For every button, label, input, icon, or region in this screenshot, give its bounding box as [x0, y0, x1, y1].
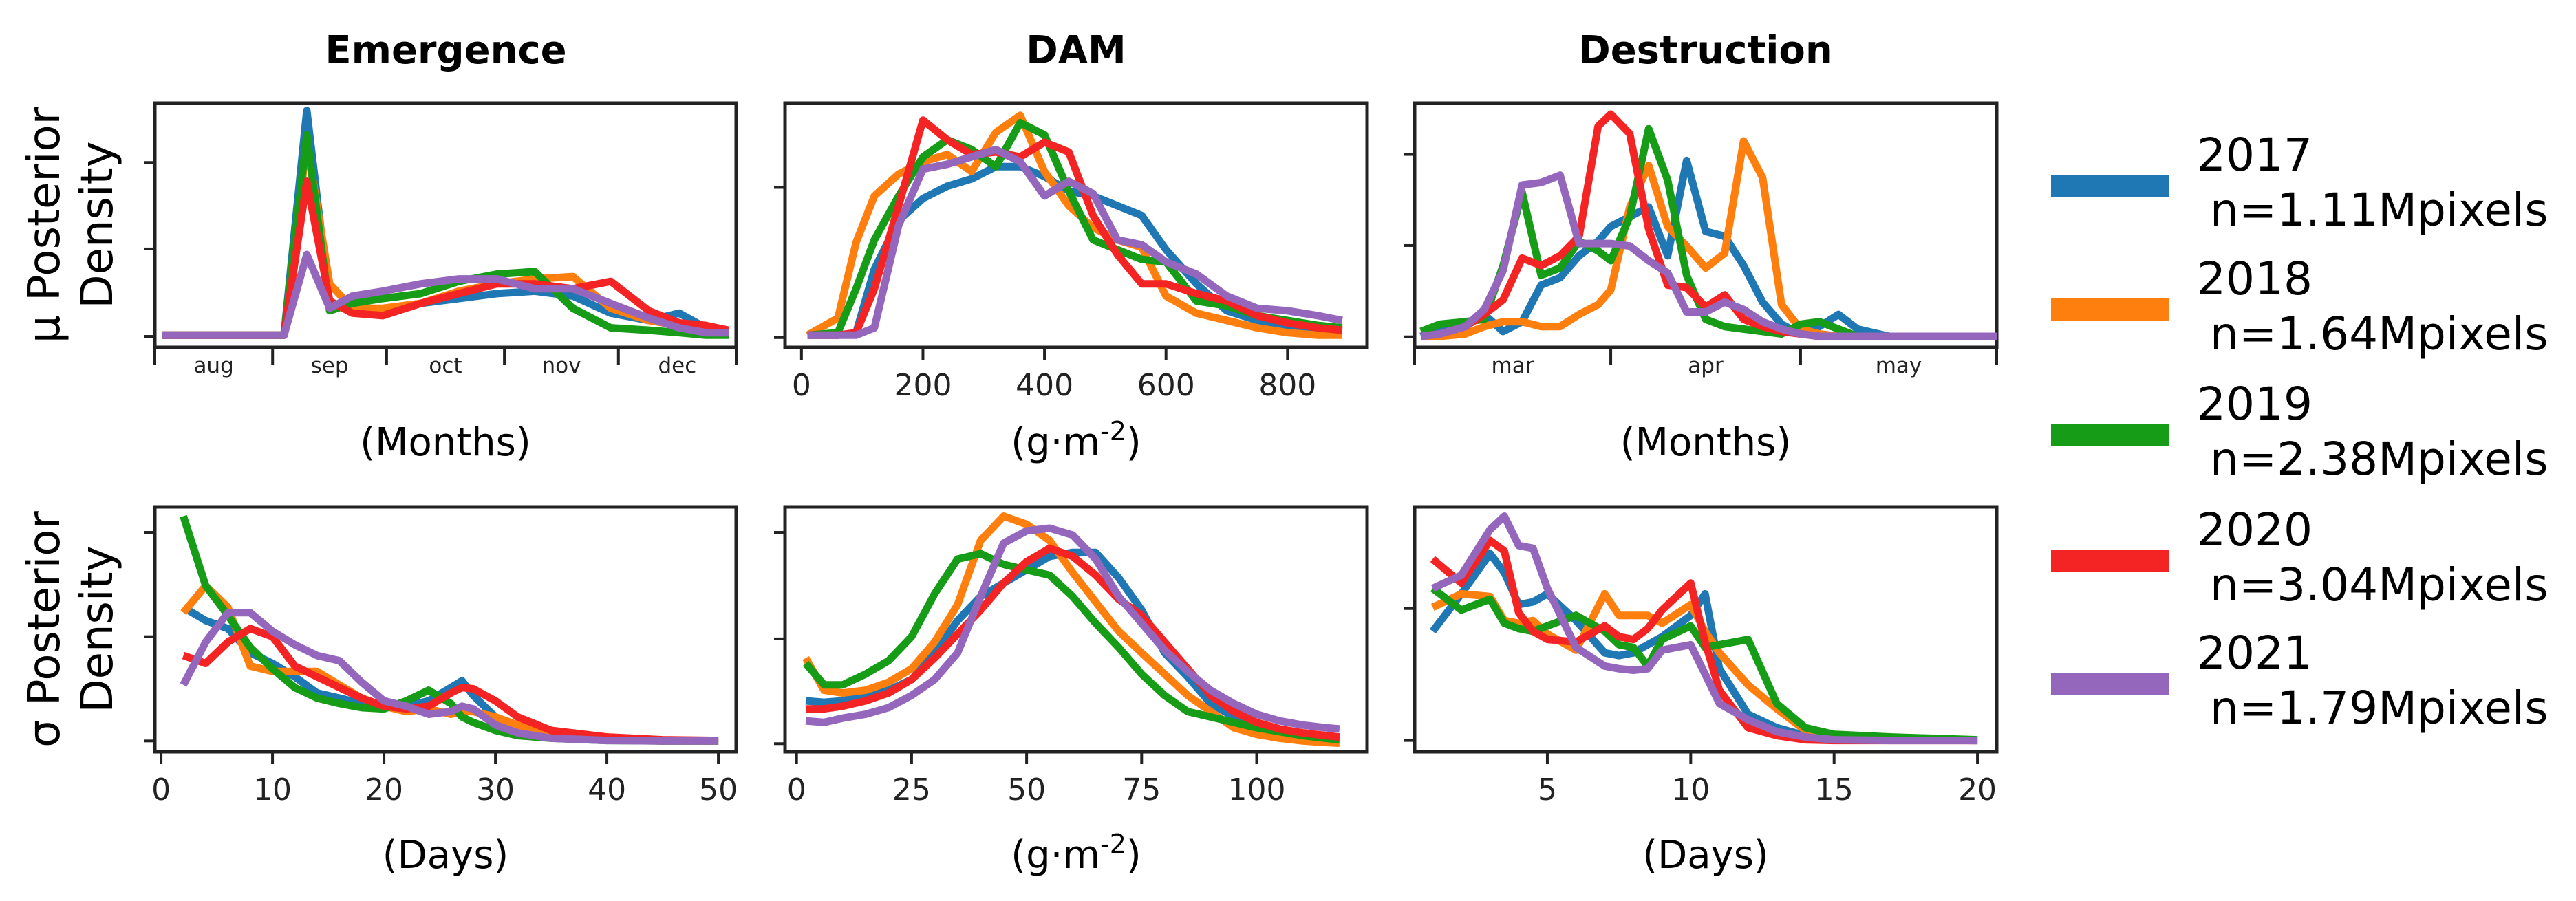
x-tick-label: 100 — [1228, 772, 1286, 807]
legend-swatch — [2051, 298, 2169, 321]
legend-count: n=1.79Mpixels — [2210, 682, 2548, 735]
panel-mu-destruction: mar apr may (Months) — [1404, 101, 1999, 465]
series-line-2019 — [1430, 585, 1978, 744]
x-tick-label: 0 — [151, 772, 171, 807]
x-tick-label: 400 — [1016, 368, 1073, 403]
x-axis-label: (Months) — [360, 420, 530, 465]
legend-year: 2021 — [2197, 627, 2312, 680]
x-tick-label: apr — [1688, 354, 1724, 378]
x-tick-label: 20 — [365, 772, 403, 807]
x-tick-label: 0 — [787, 772, 806, 807]
legend-swatch — [2051, 424, 2169, 446]
x-tick-label: 25 — [892, 772, 931, 807]
column-title-destruction: Destruction — [1578, 28, 1833, 73]
series-line-2021 — [1420, 171, 1997, 340]
row-label-sigma-line1: σ Posterior — [19, 510, 70, 747]
panel-sigma-emergence: 0 10 20 30 40 50 (Days) — [144, 505, 738, 878]
panel-mu-emergence: aug sep oct nov dec (Months) — [144, 101, 738, 465]
x-axis-label: (Days) — [1642, 833, 1768, 878]
x-tick-label: oct — [429, 354, 462, 378]
x-axis-label: (Days) — [383, 833, 508, 878]
x-tick-label: 30 — [476, 772, 515, 807]
x-tick-label: 200 — [894, 368, 952, 403]
x-axis-label: (g·m-2) — [1011, 829, 1141, 878]
x-tick-label: 800 — [1258, 368, 1316, 403]
legend-count: n=1.64Mpixels — [2210, 307, 2548, 360]
series-line-2017 — [1419, 156, 1997, 340]
row-label-mu: μ Posterior Density — [19, 106, 123, 343]
column-title-emergence: Emergence — [325, 28, 566, 73]
x-tick-label: 15 — [1815, 772, 1854, 807]
legend-count: n=1.11Mpixels — [2210, 184, 2548, 237]
x-axis-label: (g·m-2) — [1011, 416, 1141, 465]
x-tick-label: 10 — [253, 772, 292, 807]
x-axis-label: (Months) — [1620, 420, 1791, 465]
x-tick-label: mar — [1492, 354, 1534, 378]
series-line-2020 — [807, 116, 1343, 339]
x-tick-label: 600 — [1137, 368, 1195, 403]
legend-swatch — [2051, 673, 2169, 695]
column-title-dam: DAM — [1026, 28, 1126, 73]
legend: 2017n=1.11Mpixels2018n=1.64Mpixels2019n=… — [2051, 129, 2548, 735]
legend-swatch — [2051, 175, 2169, 197]
panel-sigma-dam: 0 25 50 75 100 (g·m-2) — [774, 505, 1369, 878]
row-label-mu-line2: Density — [72, 141, 123, 308]
row-label-sigma-line2: Density — [72, 545, 123, 713]
series-line-2020 — [806, 544, 1340, 741]
x-tick-label: nov — [541, 354, 581, 378]
legend-count: n=3.04Mpixels — [2210, 558, 2548, 611]
legend-year: 2017 — [2197, 129, 2312, 182]
x-tick-label: may — [1876, 354, 1922, 378]
x-tick-label: 0 — [792, 368, 811, 403]
row-label-mu-line1: μ Posterior — [19, 106, 70, 343]
row-label-sigma: σ Posterior Density — [19, 510, 123, 747]
legend-year: 2019 — [2197, 378, 2312, 431]
panel-sigma-destruction: 5 10 15 20 (Days) — [1404, 505, 1999, 878]
x-tick-label: 50 — [699, 772, 738, 807]
x-tick-label: 75 — [1122, 772, 1161, 807]
x-tick-label: 5 — [1538, 772, 1557, 807]
series-line-2018 — [802, 512, 1340, 747]
x-tick-label: 20 — [1958, 772, 1997, 807]
series-line-2021 — [162, 250, 729, 339]
series-line-2021 — [807, 145, 1343, 339]
panel-mu-dam: 0 200 400 600 800 (g·m-2) — [774, 101, 1369, 465]
series-line-2021 — [805, 524, 1340, 733]
x-tick-label: dec — [658, 354, 696, 378]
legend-count: n=2.38Mpixels — [2210, 433, 2548, 486]
x-tick-label: sep — [311, 354, 349, 378]
legend-year: 2020 — [2197, 503, 2312, 556]
x-tick-label: 40 — [588, 772, 626, 807]
x-tick-label: aug — [193, 354, 233, 378]
series-line-2021 — [1430, 512, 1978, 745]
legend-swatch — [2051, 550, 2169, 572]
x-tick-label: 10 — [1671, 772, 1710, 807]
series-line-2021 — [180, 609, 719, 745]
series-line-2020 — [162, 177, 730, 339]
x-tick-label: 50 — [1007, 772, 1046, 807]
panels: aug sep oct nov dec(Months)0 200 400 600 800(g·m… — [144, 101, 1999, 878]
legend-year: 2018 — [2197, 252, 2312, 305]
series-line-2019 — [802, 550, 1340, 744]
